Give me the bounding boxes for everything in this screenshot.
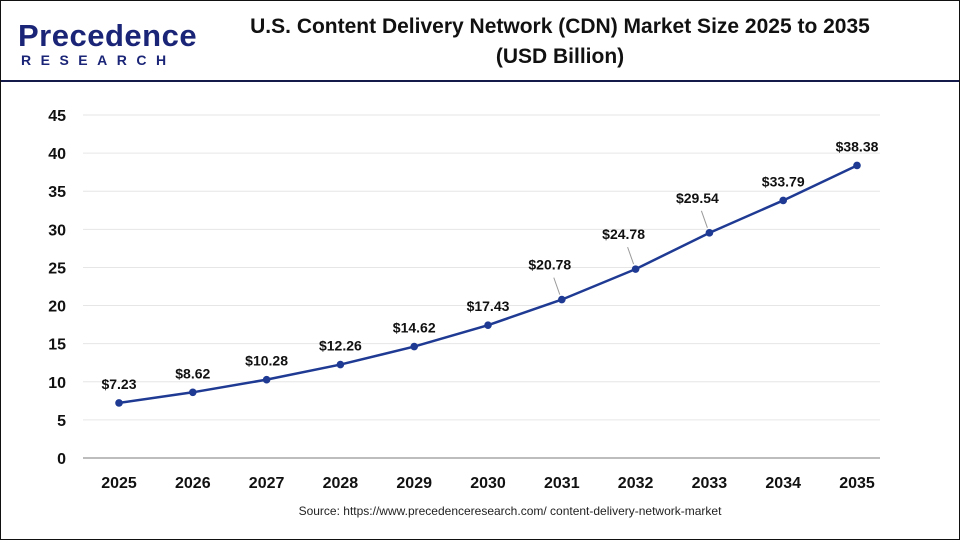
- data-point: [853, 161, 861, 170]
- logo-brand-bottom: RESEARCH: [21, 52, 176, 68]
- x-tick-label: 2032: [618, 475, 654, 492]
- y-tick-label: 20: [48, 299, 66, 316]
- y-tick-label: 35: [48, 184, 66, 201]
- data-point: [336, 360, 345, 369]
- x-tick-label: 2030: [470, 475, 506, 492]
- x-tick-label: 2025: [101, 475, 137, 492]
- y-tick-label: 45: [48, 108, 66, 125]
- data-point: [631, 265, 640, 273]
- x-tick-label: 2029: [396, 475, 432, 492]
- data-label: $20.78: [528, 257, 571, 273]
- y-tick-label: 5: [57, 413, 66, 430]
- data-point: [779, 196, 787, 205]
- precedence-research-logo: Precedence RESEARCH: [18, 18, 198, 69]
- y-tick-label: 15: [48, 337, 66, 354]
- y-tick-label: 10: [48, 375, 66, 392]
- y-tick-label: 30: [48, 222, 66, 239]
- logo-brand-top: Precedence: [18, 18, 198, 53]
- x-tick-label: 2027: [249, 475, 285, 492]
- data-label: $12.26: [319, 338, 362, 354]
- x-tick-label: 2034: [765, 475, 801, 492]
- data-label: $8.62: [175, 365, 210, 381]
- header-separator: [1, 80, 959, 82]
- x-tick-label: 2028: [323, 475, 359, 492]
- x-tick-label: 2026: [175, 475, 211, 492]
- data-point: [410, 342, 419, 351]
- label-leader-line: [553, 277, 561, 295]
- data-label: $33.79: [762, 173, 805, 189]
- chart-title: U.S. Content Delivery Network (CDN) Mark…: [190, 12, 930, 72]
- data-label: $7.23: [101, 376, 136, 392]
- chart-title-unit: (USD Billion): [495, 45, 625, 68]
- data-label: $29.54: [676, 190, 719, 206]
- y-tick-label: 25: [48, 260, 66, 277]
- data-label: $38.38: [836, 138, 879, 154]
- label-leader-line: [627, 246, 635, 265]
- data-point: [262, 375, 271, 384]
- data-label: $17.43: [467, 298, 510, 314]
- data-label: $24.78: [602, 226, 645, 242]
- data-label: $10.28: [245, 353, 288, 369]
- source-note: Source: https://www.precedenceresearch.c…: [298, 504, 722, 518]
- y-tick-label: 40: [48, 146, 66, 163]
- x-tick-label: 2035: [839, 475, 875, 492]
- series-line: [118, 164, 858, 405]
- x-tick-label: 2033: [692, 475, 728, 492]
- data-point: [484, 321, 492, 329]
- x-tick-label: 2031: [544, 475, 580, 492]
- data-point: [558, 295, 566, 304]
- label-leader-line: [700, 210, 708, 229]
- data-point: [705, 229, 714, 237]
- data-label: $14.62: [393, 320, 436, 336]
- data-point: [189, 388, 197, 397]
- data-point: [115, 399, 123, 407]
- y-tick-label: 0: [57, 451, 66, 468]
- chart-title-main: U.S. Content Delivery Network (CDN) Mark…: [250, 15, 870, 38]
